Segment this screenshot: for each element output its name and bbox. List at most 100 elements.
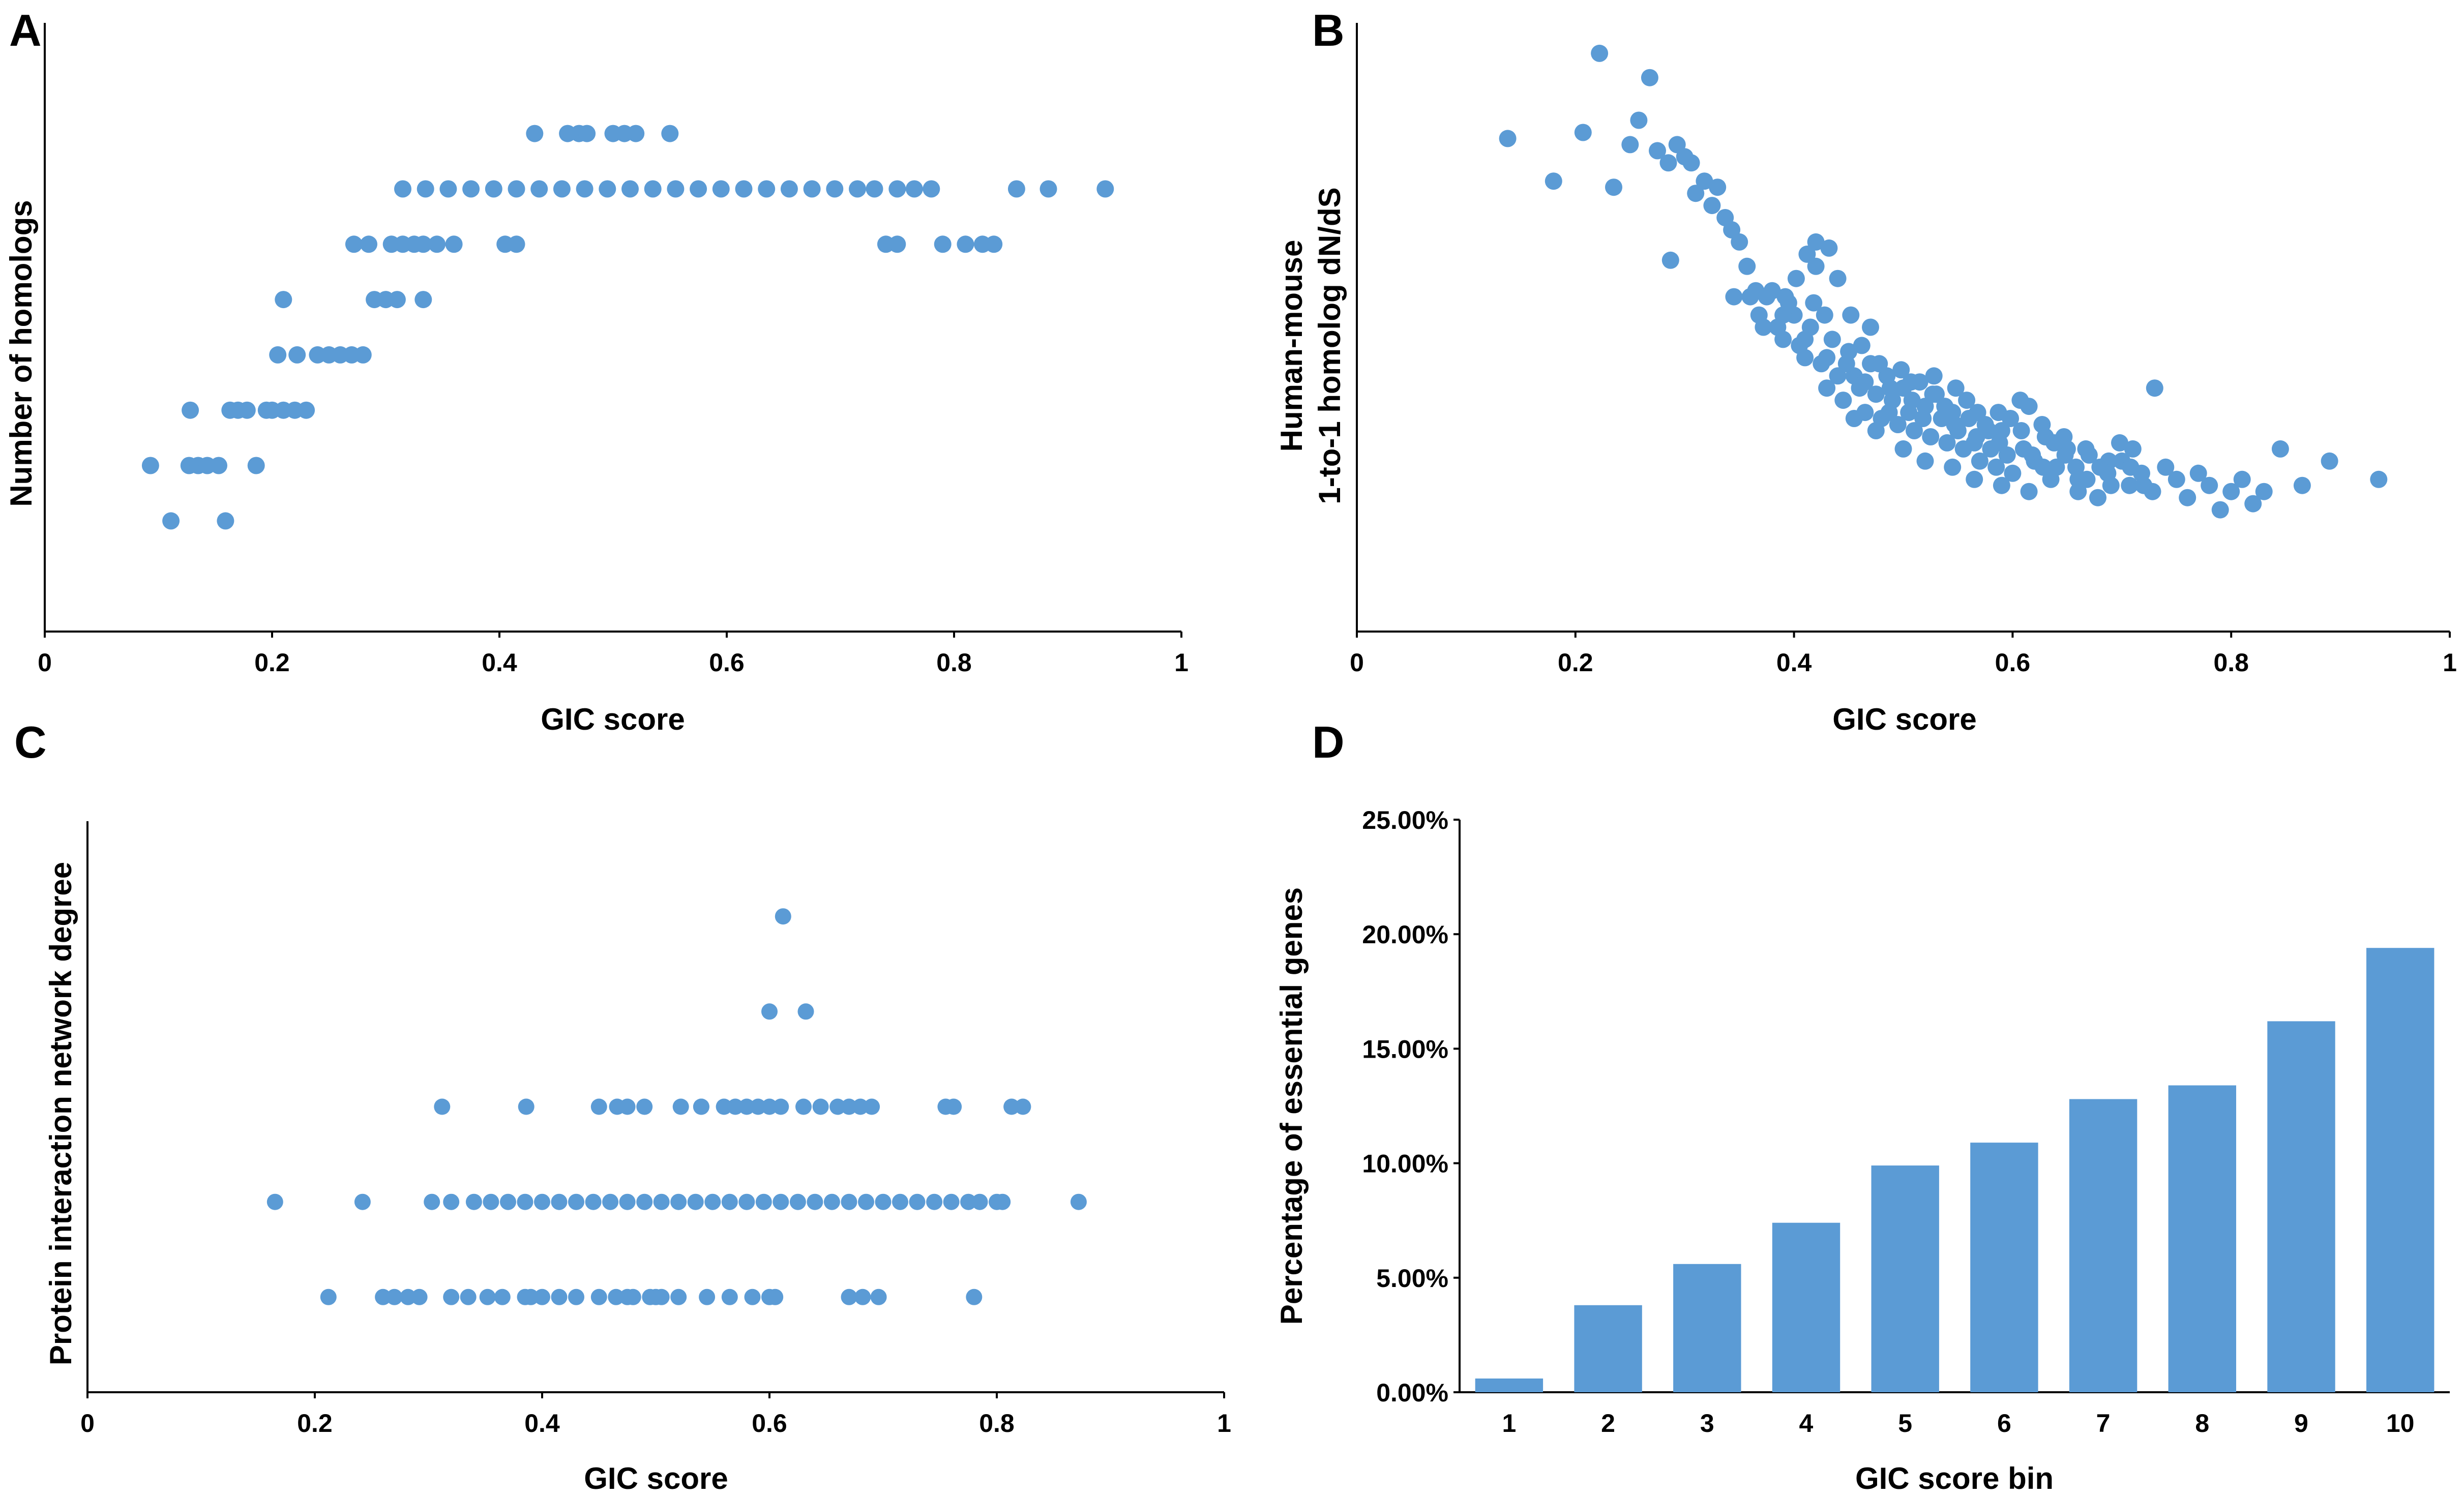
x-tick-label: 1 xyxy=(1174,648,1189,677)
data-point xyxy=(1969,404,1986,422)
data-point xyxy=(1763,282,1781,299)
x-tick-label: 9 xyxy=(2294,1409,2308,1437)
y-tick-label: 10.00% xyxy=(1362,1150,1448,1178)
x-tick-label: 0 xyxy=(80,1409,95,1437)
data-point xyxy=(738,1098,755,1115)
data-point xyxy=(590,1098,607,1115)
bar xyxy=(1871,1165,1939,1392)
data-point xyxy=(247,457,265,474)
data-point xyxy=(1003,1098,1020,1115)
x-tick-label: 0.2 xyxy=(297,1409,333,1437)
x-tick-label: 2 xyxy=(1601,1409,1615,1437)
data-point xyxy=(2055,428,2073,445)
data-point xyxy=(2042,470,2060,488)
data-point xyxy=(2011,392,2029,409)
data-point xyxy=(1842,306,1860,324)
data-point xyxy=(210,457,227,474)
panel-d-bars xyxy=(1475,948,2435,1392)
data-point xyxy=(1944,458,1962,476)
x-tick-label: 1 xyxy=(1502,1409,1516,1437)
panel-d-y-ticks: 0.00% 5.00% 10.00% 15.00% 20.00% 25.00% xyxy=(1362,806,1460,1407)
data-point xyxy=(568,1289,584,1305)
data-point xyxy=(394,180,411,198)
x-tick-label: 0.8 xyxy=(2213,648,2249,677)
data-point xyxy=(2222,483,2240,500)
panel-b-axes xyxy=(1356,23,2450,633)
data-point xyxy=(738,1193,755,1210)
data-point xyxy=(2179,489,2196,506)
data-point xyxy=(829,1098,846,1115)
data-point xyxy=(388,291,406,309)
data-point xyxy=(1816,306,1833,324)
data-point xyxy=(1621,136,1639,154)
data-point xyxy=(690,180,707,198)
bar xyxy=(1673,1264,1741,1392)
data-point xyxy=(1070,1193,1087,1210)
data-point xyxy=(599,180,616,198)
data-point xyxy=(1591,44,1609,62)
data-point xyxy=(494,1289,511,1305)
data-point xyxy=(417,180,434,198)
data-point xyxy=(1925,367,1943,385)
data-point xyxy=(841,1098,857,1115)
bar xyxy=(2267,1021,2335,1392)
data-point xyxy=(1040,180,1057,198)
panel-a-label: A xyxy=(9,5,42,55)
data-point xyxy=(858,1193,874,1210)
data-point xyxy=(1499,130,1517,147)
data-point xyxy=(2189,464,2207,482)
panel-b: B 0 0.2 0.4 0.6 0.8 1 GIC score Human-mouse 1… xyxy=(1274,5,2457,736)
data-point xyxy=(2121,476,2139,494)
data-point xyxy=(1738,257,1756,275)
bar xyxy=(2069,1099,2138,1392)
data-point xyxy=(518,1098,535,1115)
data-point xyxy=(1936,398,1954,415)
data-point xyxy=(576,180,593,198)
data-point xyxy=(1661,251,1679,269)
data-point xyxy=(773,1098,789,1115)
data-point xyxy=(1993,476,2010,494)
data-point xyxy=(2146,379,2163,397)
data-point xyxy=(721,1289,738,1305)
data-point xyxy=(2089,489,2106,506)
data-point xyxy=(551,1193,568,1210)
data-point xyxy=(141,457,159,474)
x-tick-label: 1 xyxy=(1217,1409,1231,1437)
x-tick-label: 0.8 xyxy=(936,648,972,677)
panel-c-x-ticks: 0 0.2 0.4 0.6 0.8 1 xyxy=(80,1392,1231,1437)
data-point xyxy=(892,1193,908,1210)
data-point xyxy=(712,180,730,198)
data-point xyxy=(1682,154,1700,172)
data-point xyxy=(1914,410,1932,427)
data-point xyxy=(923,180,940,198)
data-point xyxy=(1649,142,1666,160)
data-point xyxy=(2293,476,2311,494)
data-point xyxy=(526,125,544,142)
data-point xyxy=(602,1193,619,1210)
data-point xyxy=(1837,355,1855,373)
x-tick-label: 0.2 xyxy=(254,648,290,677)
data-point xyxy=(704,1193,721,1210)
data-point xyxy=(1829,269,1847,287)
data-point xyxy=(354,1193,371,1210)
panel-a-x-title: GIC score xyxy=(541,702,685,736)
data-point xyxy=(1818,379,1836,397)
data-point xyxy=(508,180,525,198)
data-point xyxy=(619,1098,636,1115)
data-point xyxy=(320,1289,337,1305)
bar xyxy=(1772,1222,1840,1392)
data-point xyxy=(661,125,679,142)
data-point xyxy=(1823,331,1841,348)
data-point xyxy=(1889,416,1907,433)
data-point xyxy=(2271,440,2289,458)
data-point xyxy=(375,1289,392,1305)
data-point xyxy=(522,1289,539,1305)
data-point xyxy=(1971,452,1988,470)
data-point xyxy=(960,1193,977,1210)
data-point xyxy=(945,1098,962,1115)
data-point xyxy=(590,1289,607,1305)
data-point xyxy=(1709,178,1727,196)
data-point xyxy=(534,1289,550,1305)
x-tick-label: 0.6 xyxy=(1995,648,2031,677)
data-point xyxy=(1881,379,1899,397)
